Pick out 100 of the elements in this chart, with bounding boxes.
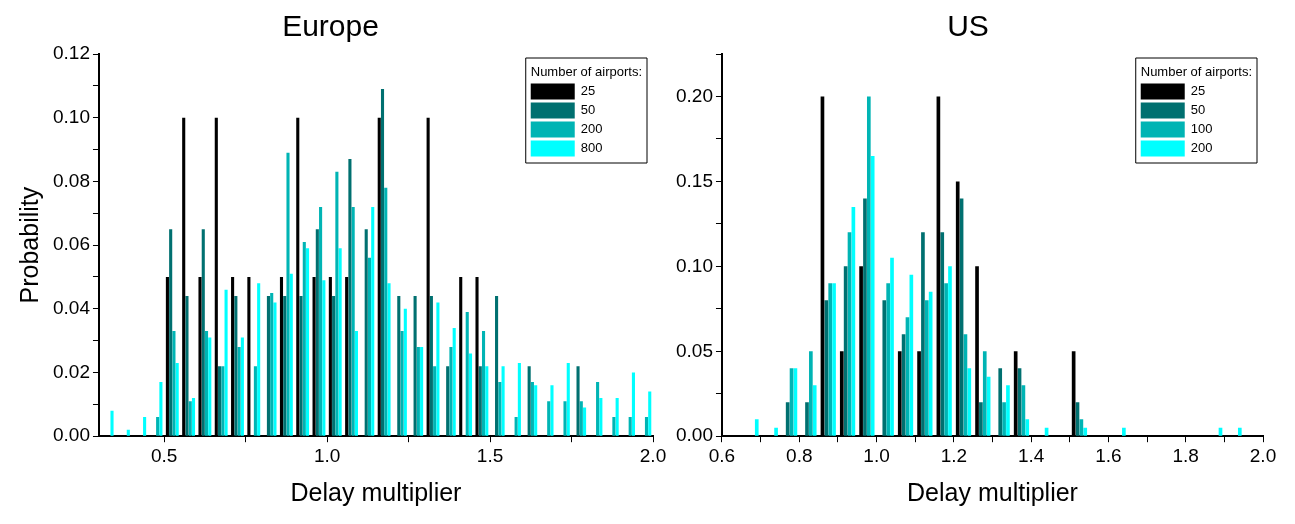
x-axis-title: Delay multiplier [907, 477, 1078, 506]
bar [452, 327, 456, 436]
bar [397, 296, 401, 436]
bar [449, 347, 453, 436]
bar [299, 296, 303, 436]
bar [416, 347, 420, 436]
bar [612, 417, 616, 436]
bar [270, 292, 274, 436]
bar [485, 366, 489, 436]
y-tick-label: 0.12 [53, 42, 90, 64]
bar [882, 300, 887, 436]
bar [481, 331, 486, 436]
bar [319, 206, 323, 436]
legend-label: 200 [1190, 140, 1213, 156]
bar [967, 368, 972, 436]
x-tick-label: 2.0 [639, 444, 667, 466]
bar [433, 366, 437, 436]
bar [315, 229, 319, 436]
bar [550, 385, 554, 436]
bar [302, 241, 306, 436]
bar [420, 347, 424, 436]
bar [283, 296, 287, 436]
bar [982, 351, 987, 436]
bar [648, 391, 652, 436]
bar [204, 331, 209, 436]
bar [886, 283, 890, 436]
x-tick-label: 1.8 [1172, 444, 1199, 466]
x-tick-label: 0.8 [786, 444, 813, 466]
bar [832, 283, 836, 436]
y-axis-title: Probability [14, 186, 43, 304]
legend-label: 800 [580, 140, 603, 156]
bar [253, 366, 257, 436]
bar [596, 382, 600, 436]
bar [266, 296, 270, 436]
x-tick-label: 1.0 [863, 444, 890, 466]
legend-title: Number of airports: [1140, 64, 1252, 80]
y-tick-label: 0.05 [676, 339, 713, 361]
x-tick-label: 1.2 [940, 444, 968, 466]
chart-title: US [947, 9, 989, 43]
bar [583, 407, 587, 436]
x-tick-label: 1.6 [1095, 444, 1122, 466]
bar [322, 280, 326, 436]
bar [501, 366, 505, 436]
bar [809, 351, 813, 436]
x-tick-label: 1.0 [313, 444, 341, 466]
bar [371, 206, 375, 436]
bar [774, 427, 778, 436]
bar [364, 229, 368, 436]
y-tick-label: 0.15 [676, 169, 713, 191]
bar [191, 397, 196, 436]
bar [429, 296, 433, 436]
bar [237, 347, 241, 436]
bar [188, 401, 192, 436]
bar [998, 368, 1003, 436]
x-axis-title: Delay multiplier [290, 477, 462, 506]
bar [547, 401, 551, 436]
legend-label: 200 [580, 121, 603, 137]
legend-label: 25 [1190, 83, 1206, 99]
bar [169, 229, 173, 436]
bar [468, 353, 473, 436]
bar [387, 283, 391, 436]
y-tick-label: 0.00 [676, 424, 713, 446]
bar [628, 417, 632, 436]
bar [403, 308, 407, 436]
bar [126, 429, 130, 436]
bar [143, 417, 147, 436]
legend-label: 50 [580, 102, 596, 118]
bar [175, 362, 179, 436]
chart-title: Europe [282, 9, 379, 43]
bar [380, 89, 385, 436]
bar [384, 187, 388, 436]
bar [754, 419, 759, 436]
bar [478, 366, 482, 436]
bar [413, 296, 417, 436]
bar [517, 362, 521, 436]
legend-label: 50 [1190, 102, 1206, 118]
bar [332, 296, 336, 436]
bar [110, 410, 114, 436]
bar [1002, 402, 1006, 436]
bar [566, 362, 570, 436]
bar [866, 96, 871, 436]
bar [289, 273, 293, 436]
bar [351, 206, 355, 436]
y-tick-label: 0.08 [53, 169, 90, 191]
x-tick-label: 2.0 [1249, 444, 1277, 466]
bar [579, 401, 583, 436]
bar [354, 331, 358, 436]
bar [1083, 427, 1088, 436]
bar [498, 382, 502, 436]
bar [1122, 427, 1126, 436]
bar [615, 397, 619, 436]
y-tick-label: 0.10 [676, 254, 713, 276]
bar [224, 289, 228, 436]
bar [495, 296, 499, 436]
bar [172, 331, 176, 436]
bar [446, 366, 450, 436]
bar [335, 171, 339, 436]
legend-label: 25 [580, 83, 596, 99]
bar [979, 402, 983, 436]
y-tick-label: 0.10 [53, 105, 90, 127]
